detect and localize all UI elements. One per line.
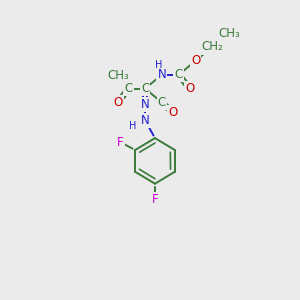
Text: F: F bbox=[152, 193, 158, 206]
Text: C: C bbox=[158, 96, 166, 109]
Text: F: F bbox=[117, 136, 124, 148]
Text: N: N bbox=[141, 114, 149, 127]
Text: O: O bbox=[191, 54, 200, 67]
Text: O: O bbox=[185, 82, 194, 95]
Text: C: C bbox=[175, 68, 183, 81]
Text: CH₃: CH₃ bbox=[218, 27, 240, 40]
Text: H: H bbox=[130, 121, 137, 131]
Text: N: N bbox=[158, 68, 166, 81]
Text: CH₂: CH₂ bbox=[202, 40, 223, 53]
Text: C: C bbox=[124, 82, 132, 95]
Text: CH₃: CH₃ bbox=[107, 69, 129, 82]
Text: O: O bbox=[114, 96, 123, 109]
Text: H: H bbox=[155, 60, 163, 70]
Text: O: O bbox=[168, 106, 177, 119]
Text: C: C bbox=[141, 82, 149, 95]
Text: N: N bbox=[141, 98, 149, 111]
